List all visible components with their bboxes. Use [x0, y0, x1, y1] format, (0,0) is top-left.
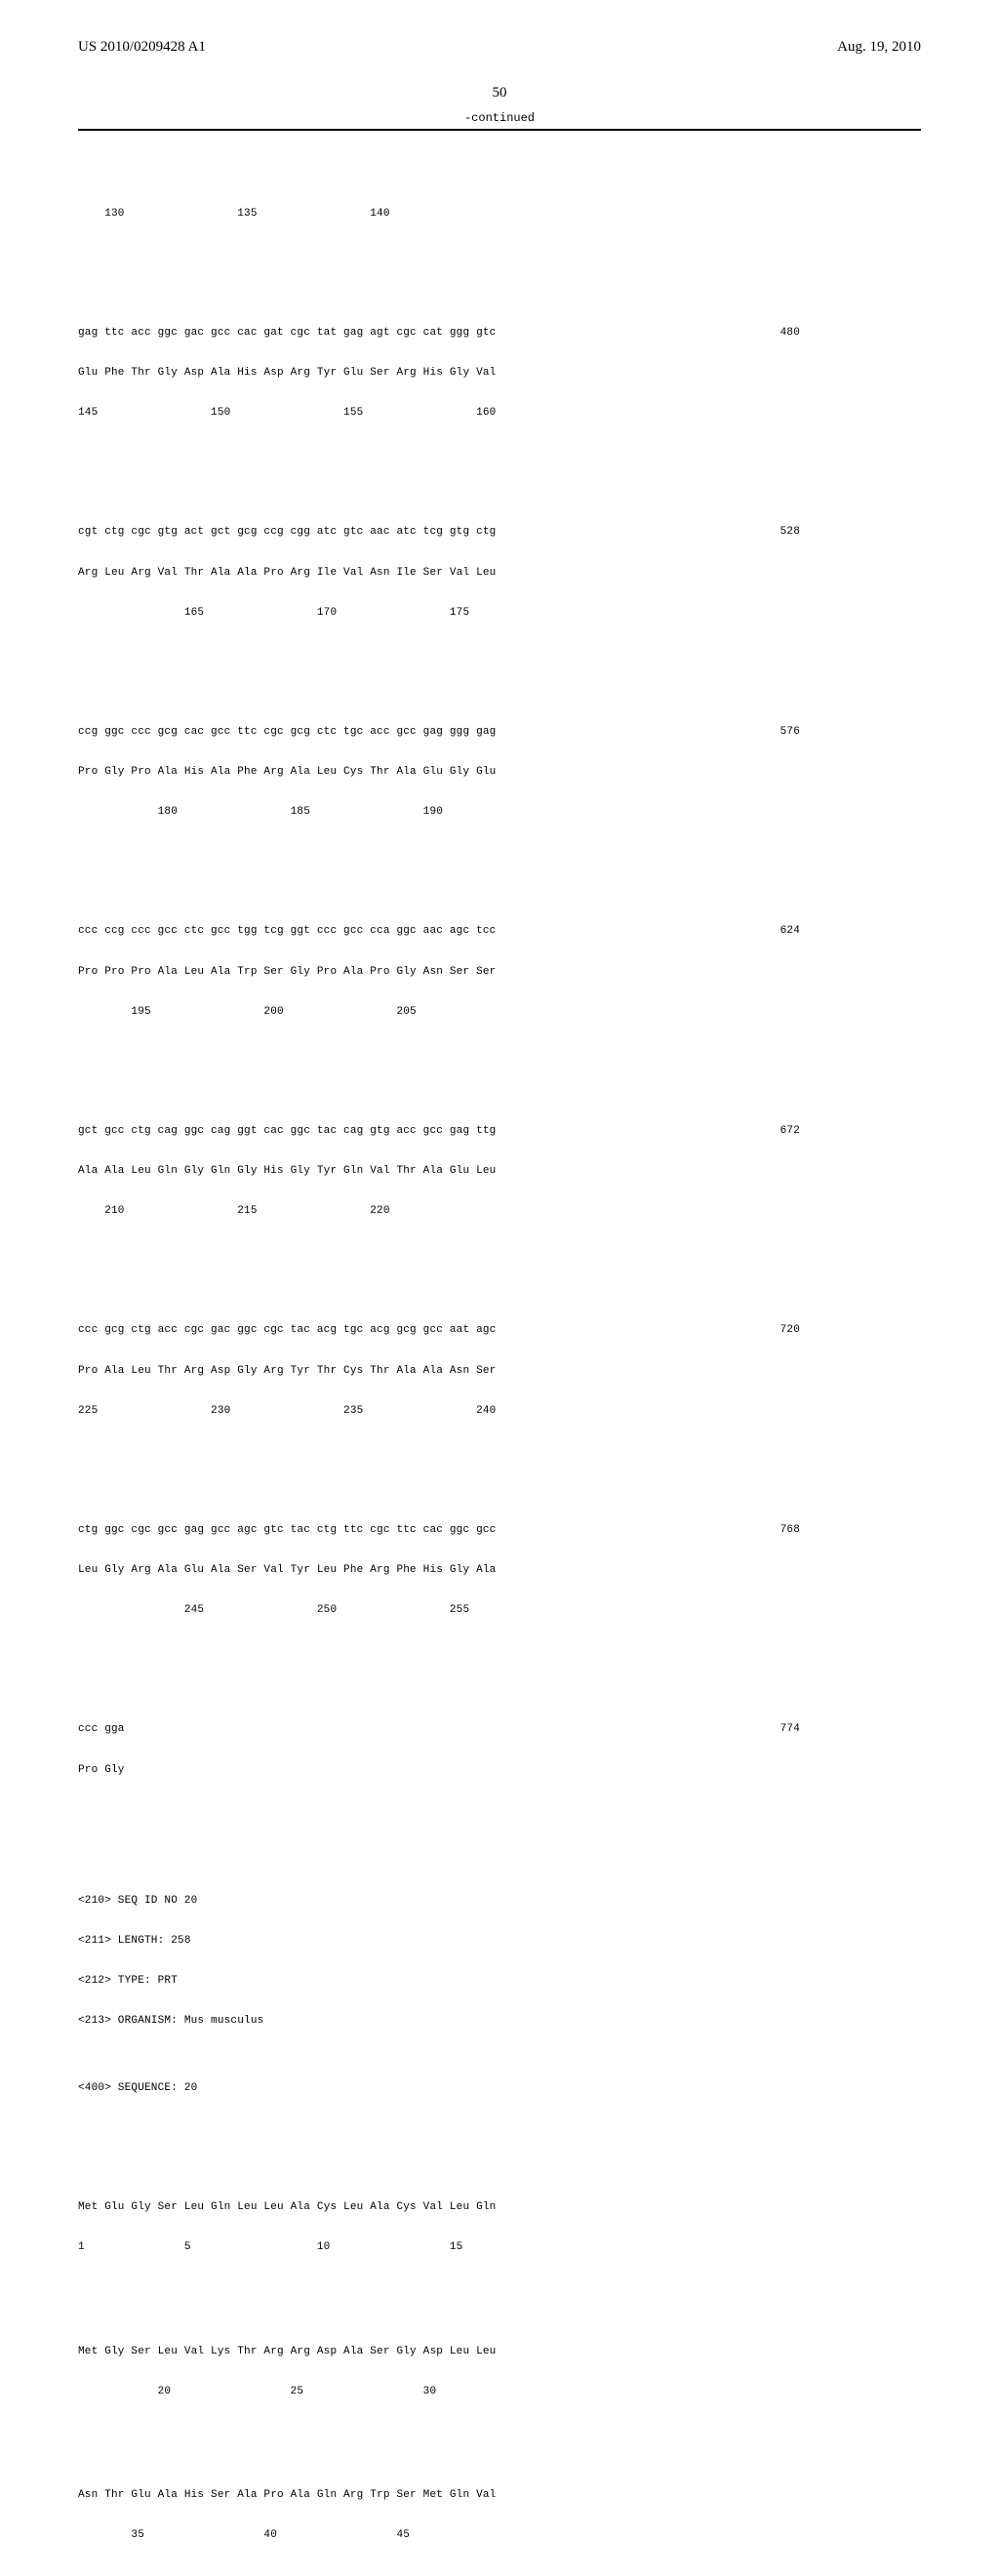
residue-number: 528 [741, 526, 800, 540]
codon-row: gct gcc ctg cag ggc cag ggt cac ggc tac … [78, 1125, 741, 1139]
seq-header-line: <212> TYPE: PRT [78, 1975, 921, 1989]
residue-number: 774 [741, 1723, 800, 1737]
num-row: 145 150 155 160 [78, 407, 741, 421]
codon-row: ctg ggc cgc gcc gag gcc agc gtc tac ctg … [78, 1524, 741, 1538]
page-number: 50 [78, 85, 921, 101]
aa-block: Met Glu Gly Ser Leu Gln Leu Leu Ala Cys … [78, 2175, 921, 2282]
aa-row: Asn Thr Glu Ala His Ser Ala Pro Ala Gln … [78, 2489, 921, 2503]
residue-number: 576 [741, 726, 800, 740]
num-row: 20 25 30 [78, 2386, 921, 2399]
num-row: 195 200 205 [78, 1006, 741, 1020]
residue-number: 480 [741, 327, 800, 341]
aa-row: Arg Leu Arg Val Thr Ala Ala Pro Arg Ile … [78, 567, 741, 581]
seq-block: ctg ggc cgc gcc gag gcc agc gtc tac ctg … [78, 1497, 921, 1644]
residue-number: 672 [741, 1125, 800, 1139]
seq-header-line: <211> LENGTH: 258 [78, 1935, 921, 1949]
num-row: 245 250 255 [78, 1604, 741, 1618]
position-row: 130 135 140 [78, 208, 741, 221]
seq-header-line: <400> SEQUENCE: 20 [78, 2082, 921, 2096]
residue-number: 720 [741, 1324, 800, 1338]
aa-row: Met Gly Ser Leu Val Lys Thr Arg Arg Asp … [78, 2346, 921, 2359]
seq-block: ccc gga 774 Pro Gly [78, 1697, 921, 1804]
aa-row: Pro Gly Pro Ala His Ala Phe Arg Ala Leu … [78, 766, 741, 780]
seq-block: ccc gcg ctg acc cgc gac ggc cgc tac acg … [78, 1298, 921, 1445]
sequence-19-region: 130 135 140 gag ttc acc ggc gac gcc cac … [78, 141, 921, 2576]
codon-row: cgt ctg cgc gtg act gct gcg ccg cgg atc … [78, 526, 741, 540]
seq-header-line: <210> SEQ ID NO 20 [78, 1895, 921, 1909]
publication-number: US 2010/0209428 A1 [78, 39, 206, 56]
aa-row: Pro Ala Leu Thr Arg Asp Gly Arg Tyr Thr … [78, 1365, 741, 1379]
residue-number: 624 [741, 925, 800, 939]
page: US 2010/0209428 A1 Aug. 19, 2010 50 -con… [0, 0, 999, 1288]
seq-block: cgt ctg cgc gtg act gct gcg ccg cgg atc … [78, 500, 921, 647]
aa-row: Pro Pro Pro Ala Leu Ala Trp Ser Gly Pro … [78, 966, 741, 980]
num-row: 1 5 10 15 [78, 2241, 921, 2255]
aa-row: Glu Phe Thr Gly Asp Ala His Asp Arg Tyr … [78, 367, 741, 381]
seq-block: gag ttc acc ggc gac gcc cac gat cgc tat … [78, 300, 921, 447]
page-header: US 2010/0209428 A1 Aug. 19, 2010 [78, 39, 921, 56]
residue-number: 768 [741, 1524, 800, 1538]
codon-row: ccc gcg ctg acc cgc gac ggc cgc tac acg … [78, 1324, 741, 1338]
codon-row: ccg ggc ccc gcg cac gcc ttc cgc gcg ctc … [78, 726, 741, 740]
seq20-header: <210> SEQ ID NO 20 <211> LENGTH: 258 <21… [78, 1868, 921, 2122]
num-row: 225 230 235 240 [78, 1405, 741, 1419]
aa-block: Asn Thr Glu Ala His Ser Ala Pro Ala Gln … [78, 2463, 921, 2570]
publication-date: Aug. 19, 2010 [837, 39, 921, 56]
num-row: 180 185 190 [78, 806, 741, 820]
section-rule [78, 129, 921, 131]
codon-row: ccc gga [78, 1723, 741, 1737]
aa-row: Pro Gly [78, 1764, 741, 1778]
aa-row: Ala Ala Leu Gln Gly Gln Gly His Gly Tyr … [78, 1165, 741, 1179]
aa-row: Met Glu Gly Ser Leu Gln Leu Leu Ala Cys … [78, 2201, 921, 2215]
num-row: 165 170 175 [78, 607, 741, 621]
codon-row: gag ttc acc ggc gac gcc cac gat cgc tat … [78, 327, 741, 341]
seq-block: gct gcc ctg cag ggc cag ggt cac ggc tac … [78, 1098, 921, 1245]
seq-block: ccg ggc ccc gcg cac gcc ttc cgc gcg ctc … [78, 699, 921, 846]
codon-row: ccc ccg ccc gcc ctc gcc tgg tcg ggt ccc … [78, 925, 741, 939]
seq-block: 130 135 140 [78, 181, 921, 248]
num-row: 35 40 45 [78, 2529, 921, 2543]
seq-header-line: <213> ORGANISM: Mus musculus [78, 2015, 921, 2029]
aa-row: Leu Gly Arg Ala Glu Ala Ser Val Tyr Leu … [78, 1564, 741, 1578]
seq-block: ccc ccg ccc gcc ctc gcc tgg tcg ggt ccc … [78, 899, 921, 1046]
continued-label: -continued [78, 111, 921, 125]
aa-block: Met Gly Ser Leu Val Lys Thr Arg Arg Asp … [78, 2318, 921, 2426]
num-row: 210 215 220 [78, 1205, 741, 1219]
